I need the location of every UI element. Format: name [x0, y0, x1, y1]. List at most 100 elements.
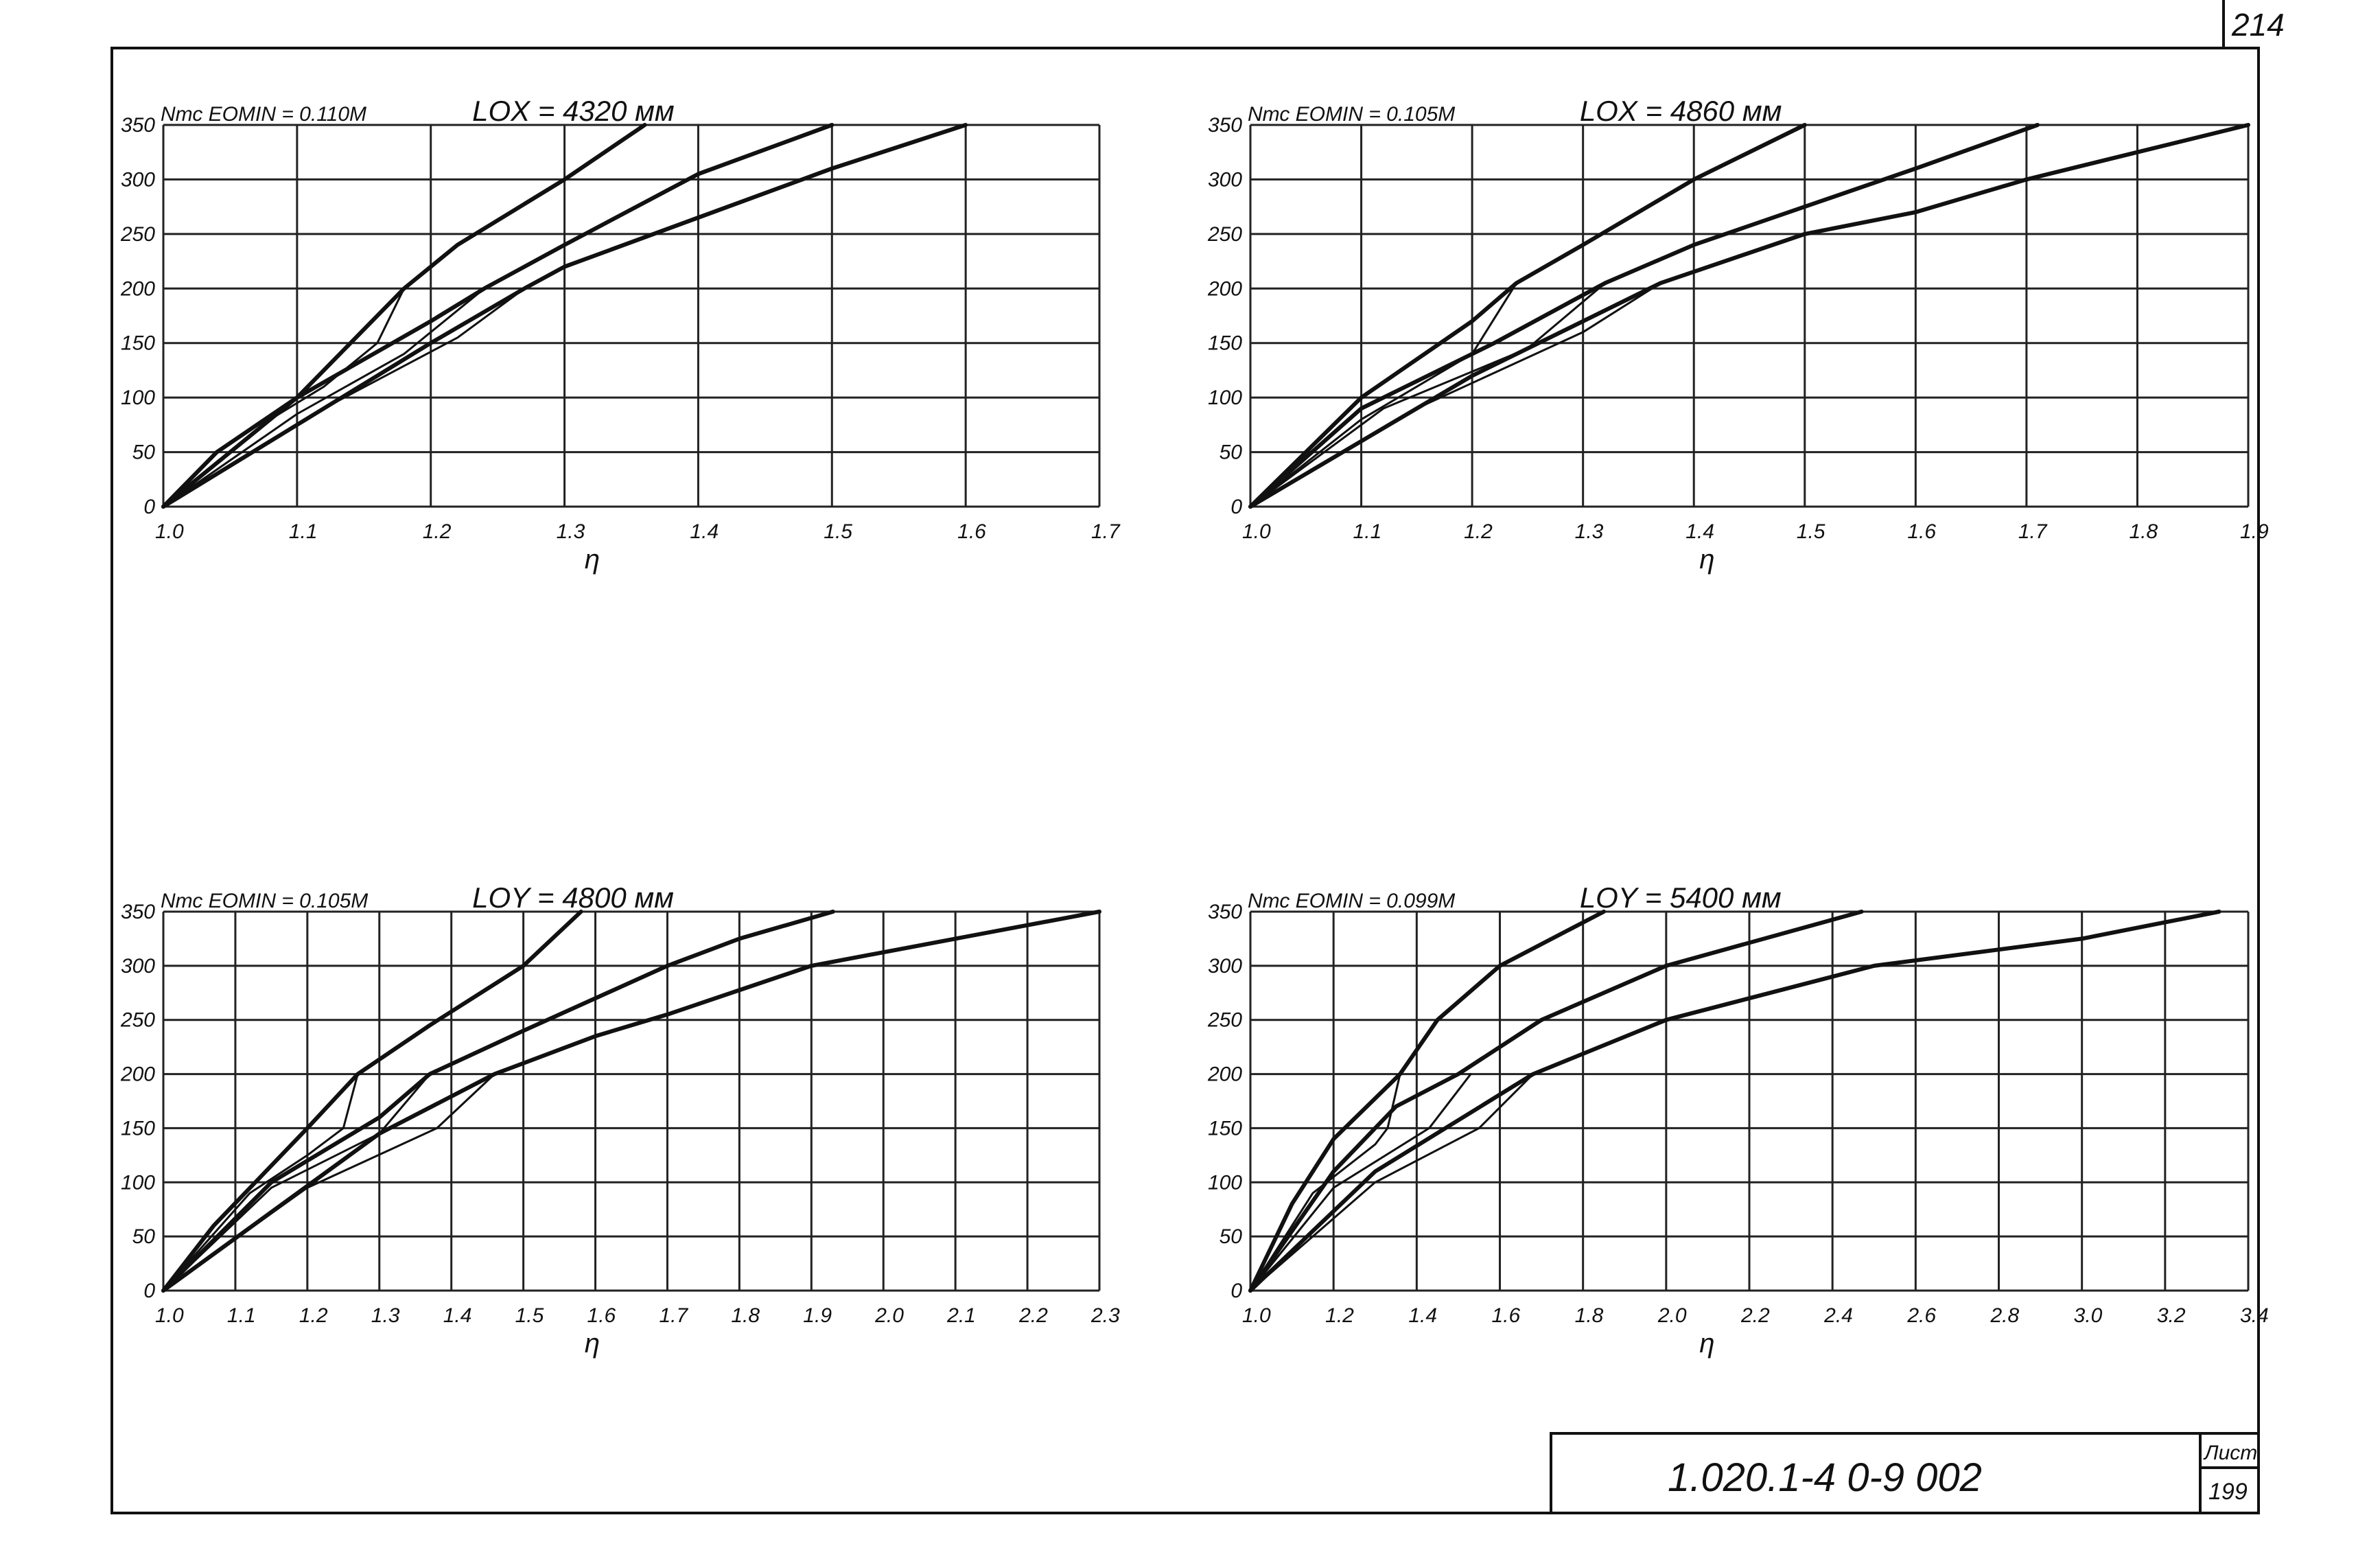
x-tick-label: 1.4	[1685, 520, 1714, 543]
series-line-bold	[161, 910, 835, 1293]
x-tick-label: 2.4	[1823, 1304, 1853, 1327]
y-tick-label: 350	[121, 114, 155, 137]
y-tick-label: 250	[120, 223, 155, 246]
x-tick-label: 1.0	[155, 1304, 184, 1327]
x-tick-label: 2.2	[1018, 1304, 1048, 1327]
x-tick-label: 2.1	[946, 1304, 976, 1327]
y-tick-label: 100	[121, 386, 155, 409]
x-tick-label: 1.4	[443, 1304, 472, 1327]
title-block-frame	[1550, 1432, 2260, 1514]
y-tick-label: 150	[1208, 332, 1242, 355]
x-tick-label: 2.6	[1906, 1304, 1936, 1327]
chart-header-left: Nтс EOMIN = 0.105M	[161, 890, 368, 912]
x-tick-label: 1.7	[2018, 520, 2048, 543]
x-tick-label: 1.2	[1325, 1304, 1354, 1327]
x-tick-label: 1.1	[289, 520, 318, 543]
x-tick-label: 1.1	[227, 1304, 256, 1327]
series-line-thin	[1249, 1073, 1535, 1292]
chart-header-right: LOX = 4860 мм	[1580, 95, 1782, 127]
x-tick-label: 2.8	[1990, 1304, 2020, 1327]
y-tick-label: 150	[1208, 1117, 1242, 1140]
x-tick-label: 1.9	[2240, 520, 2269, 543]
document-code: 1.020.1-4 0-9 002	[1668, 1455, 1982, 1500]
x-tick-label: 1.2	[299, 1304, 328, 1327]
y-tick-label: 100	[1208, 386, 1242, 409]
series-line-thin	[1249, 1073, 1472, 1292]
chart-header-right: LOY = 4800 мм	[472, 881, 674, 914]
y-tick-label: 0	[1230, 1280, 1242, 1302]
y-tick-label: 250	[1207, 1009, 1242, 1032]
chart-header-left: Nтс EOMIN = 0.105M	[1248, 103, 1455, 126]
y-tick-label: 100	[1208, 1171, 1242, 1194]
x-tick-label: 3.4	[2240, 1304, 2269, 1327]
y-tick-label: 0	[143, 1280, 155, 1302]
series-line-thin	[162, 287, 486, 508]
y-tick-label: 300	[1208, 168, 1242, 191]
y-tick-label: 0	[1230, 496, 1242, 518]
series-line-bold	[1248, 910, 2221, 1293]
x-axis-label: η	[1699, 544, 1714, 575]
y-tick-label: 350	[1208, 901, 1242, 923]
x-tick-label: 1.2	[1464, 520, 1493, 543]
x-tick-label: 1.2	[423, 520, 452, 543]
x-axis-label: η	[1699, 1328, 1714, 1359]
x-tick-label: 1.5	[1797, 520, 1825, 543]
series-line-bold	[161, 123, 835, 509]
y-tick-label: 300	[121, 168, 155, 191]
x-tick-label: 1.9	[803, 1304, 832, 1327]
y-tick-label: 50	[1220, 441, 1243, 464]
y-tick-label: 200	[1207, 1063, 1242, 1086]
series-line-thin	[1249, 281, 1607, 508]
x-tick-label: 2.0	[874, 1304, 904, 1327]
chart-panel-lox-4320: 1.0 1.1 1.2 1.3 1.4 1.5 1.6 1.7 0 50 100 150 200 250 3…	[120, 95, 1121, 575]
x-axis-label: η	[585, 544, 600, 575]
series-line-thin	[1249, 281, 1518, 508]
x-tick-label: 1.1	[1353, 520, 1382, 543]
x-tick-label: 3.0	[2074, 1304, 2103, 1327]
series-line-thin	[162, 1073, 359, 1292]
series-line-thin	[162, 1073, 431, 1292]
x-tick-label: 1.3	[371, 1304, 400, 1327]
y-tick-label: 350	[1208, 114, 1242, 137]
y-tick-label: 250	[120, 1009, 155, 1032]
y-tick-label: 300	[121, 955, 155, 978]
series-line-thin	[1249, 281, 1662, 508]
chart-header-right: LOX = 4320 мм	[472, 95, 675, 127]
y-tick-label: 150	[121, 1117, 155, 1140]
chart-panel-loy-5400: 1.0 1.2 1.4 1.6 1.8 2.0 2.2 2.4 2.6 2.8 3.0 3.2 3.4 0…	[1207, 881, 2269, 1359]
x-tick-label: 1.5	[824, 520, 852, 543]
x-tick-label: 1.8	[2129, 520, 2158, 543]
chart-header-right: LOY = 5400 мм	[1580, 881, 1782, 914]
x-tick-label: 1.0	[155, 520, 184, 543]
x-tick-label: 1.4	[1408, 1304, 1437, 1327]
x-tick-label: 3.2	[2157, 1304, 2186, 1327]
x-tick-label: 1.3	[557, 520, 585, 543]
x-tick-label: 1.7	[659, 1304, 688, 1327]
title-block: 1.020.1-4 0-9 002 Лист 199	[1550, 1432, 2260, 1514]
sheet-number: 199	[2208, 1479, 2248, 1505]
y-tick-label: 50	[1220, 1225, 1243, 1248]
y-tick-label: 0	[143, 496, 155, 518]
series-line-bold	[1248, 123, 1807, 509]
x-tick-label: 2.0	[1657, 1304, 1687, 1327]
sheet-frame	[110, 47, 2260, 1514]
series-line-thin	[162, 287, 406, 508]
x-tick-label: 1.6	[957, 520, 986, 543]
y-tick-label: 350	[121, 901, 155, 923]
x-tick-label: 1.5	[515, 1304, 544, 1327]
x-tick-label: 1.3	[1575, 520, 1604, 543]
x-axis-label: η	[585, 1328, 600, 1359]
x-tick-label: 1.0	[1242, 520, 1271, 543]
series-line-bold	[1248, 123, 2040, 509]
y-tick-label: 200	[1207, 277, 1242, 300]
series-line-bold	[1248, 910, 1864, 1293]
page-number: 214	[2231, 7, 2285, 43]
x-tick-label: 2.3	[1090, 1304, 1120, 1327]
y-tick-label: 250	[1207, 223, 1242, 246]
chart-panel-lox-4860: 1.0 1.1 1.2 1.3 1.4 1.5 1.6 1.7 1.8 1.9 0 50 100 150 2…	[1207, 95, 2269, 575]
chart-panel-loy-4800: 1.0 1.1 1.2 1.3 1.4 1.5 1.6 1.7 1.8 1.9 2.0 2.1 2.2 2…	[120, 881, 1120, 1359]
x-tick-label: 1.8	[1575, 1304, 1604, 1327]
chart-header-left: Nтс EOMIN = 0.110M	[161, 103, 366, 126]
series-line-thin	[162, 1073, 496, 1292]
x-tick-label: 1.4	[690, 520, 719, 543]
